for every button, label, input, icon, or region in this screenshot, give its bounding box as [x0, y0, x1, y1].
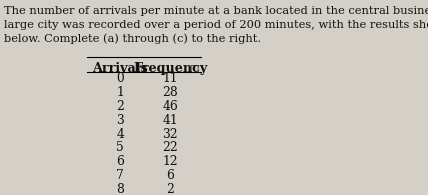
Text: 22: 22 — [162, 141, 178, 154]
Text: 2: 2 — [116, 100, 124, 113]
Text: Frequency: Frequency — [133, 62, 207, 75]
Text: 46: 46 — [162, 100, 178, 113]
Text: 6: 6 — [116, 155, 124, 168]
Text: 1: 1 — [116, 86, 124, 99]
Text: □: □ — [189, 64, 199, 74]
Text: Arrivals: Arrivals — [92, 62, 148, 75]
Text: 28: 28 — [162, 86, 178, 99]
Text: 6: 6 — [166, 169, 174, 182]
Text: 4: 4 — [116, 128, 124, 141]
Text: 3: 3 — [116, 114, 124, 127]
Text: 2: 2 — [166, 183, 174, 195]
Text: 11: 11 — [163, 72, 178, 85]
Text: 5: 5 — [116, 141, 124, 154]
Text: 0: 0 — [116, 72, 124, 85]
Text: The number of arrivals per minute at a bank located in the central business dist: The number of arrivals per minute at a b… — [4, 6, 428, 44]
Text: 7: 7 — [116, 169, 124, 182]
Text: 32: 32 — [162, 128, 178, 141]
Text: 8: 8 — [116, 183, 124, 195]
Text: 41: 41 — [162, 114, 178, 127]
Text: 12: 12 — [162, 155, 178, 168]
